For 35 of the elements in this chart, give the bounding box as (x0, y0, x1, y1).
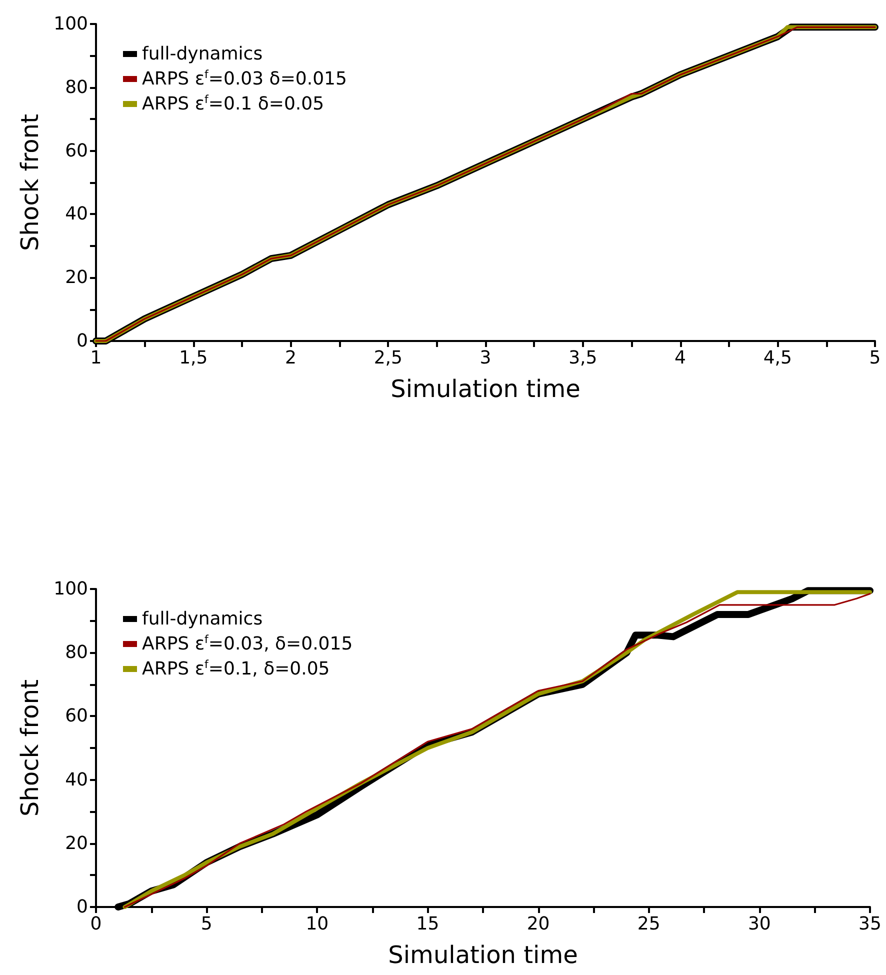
x-tick-label: 4 (674, 348, 686, 368)
x-tick-label: 30 (748, 914, 771, 934)
y-tick-label: 20 (65, 832, 88, 854)
y-tick-label: 100 (54, 578, 88, 600)
y-tick-label: 80 (65, 76, 88, 98)
x-tick-label: 5 (200, 914, 212, 934)
x-tick-label: 2,5 (374, 348, 402, 368)
y-axis-title: Shock front (16, 114, 44, 251)
y-tick-label: 20 (65, 267, 88, 288)
x-tick-label: 25 (637, 914, 660, 934)
x-tick-label: 3,5 (568, 348, 598, 368)
x-tick-label: 4,5 (763, 348, 792, 368)
y-tick-label: 80 (65, 642, 88, 664)
legend-label: full-dynamics (142, 44, 263, 64)
x-tick-label: 5 (869, 348, 881, 368)
y-tick-label: 40 (65, 204, 88, 225)
x-tick-label: 2 (285, 348, 296, 368)
x-tick-label: 1 (90, 348, 102, 368)
legend-label: full-dynamics (142, 608, 263, 630)
x-axis-title: Simulation time (388, 941, 578, 969)
x-tick-label: 35 (858, 914, 882, 934)
x-tick-label: 10 (306, 914, 329, 934)
y-tick-label: 0 (76, 896, 88, 918)
y-tick-label: 100 (54, 14, 88, 34)
y-tick-label: 60 (65, 140, 88, 162)
x-tick-label: 1,5 (179, 348, 208, 368)
x-tick-label: 0 (90, 914, 102, 934)
y-tick-label: 40 (65, 769, 88, 790)
x-tick-label: 3 (480, 348, 492, 368)
y-tick-label: 0 (76, 330, 88, 352)
y-axis-title: Shock front (16, 680, 44, 816)
y-tick-label: 60 (65, 706, 88, 727)
x-tick-label: 20 (526, 914, 550, 934)
x-axis-title: Simulation time (390, 375, 580, 403)
x-tick-label: 15 (416, 914, 440, 934)
